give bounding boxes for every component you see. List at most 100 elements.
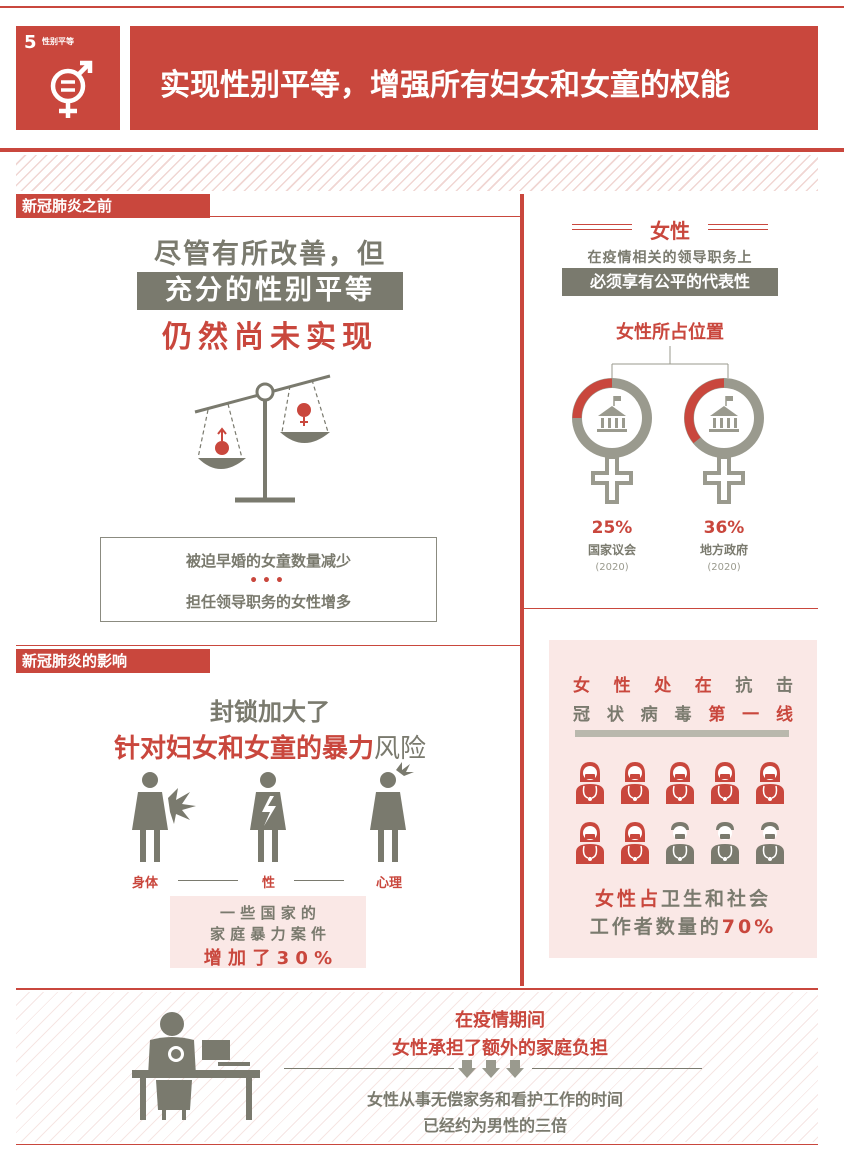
- stethoscope-end: [723, 797, 727, 801]
- impact-headline-2: 针对妇女和女童的暴力风险: [30, 728, 510, 765]
- building-column-icon: [622, 418, 625, 428]
- burden-line-2: 女性承担了额外的家庭负担: [392, 1038, 608, 1059]
- venus-share-arc: [572, 378, 613, 419]
- right-section-rule: [524, 608, 818, 609]
- worker-mask: [585, 774, 595, 779]
- stethoscope-end: [678, 797, 682, 801]
- positions-connector: [611, 346, 729, 378]
- violence-type-rule-2: [294, 880, 344, 881]
- section-rule-before: [210, 216, 520, 217]
- frontline-stat-gray: 卫生和社会: [661, 888, 772, 910]
- leadership-highlight-box: 必须享有公平的代表性: [562, 268, 778, 296]
- vertical-divider: [520, 194, 524, 986]
- male-health-worker-icon: [666, 822, 694, 864]
- title-banner: 实现性别平等，增强所有妇女和女童的权能: [130, 26, 818, 130]
- venus-cross-inner: [707, 459, 741, 500]
- burden-rule-left: [284, 1068, 454, 1069]
- impact-headline-1: 封锁加大了: [210, 698, 330, 726]
- parliament-label: 国家议会: [587, 543, 636, 557]
- stethoscope-end: [678, 857, 682, 861]
- frontline-stat-1: 女性占卫生和社会: [555, 884, 811, 911]
- note-child-marriage: 被迫早婚的女童数量减少: [185, 552, 351, 570]
- localgov-year: (2020): [707, 562, 741, 573]
- note-dots: •••: [249, 573, 288, 589]
- top-rule: [0, 6, 844, 8]
- frontline-bar: [575, 730, 789, 737]
- fl2-char-4: 毒: [674, 705, 692, 725]
- health-workers-grid: [574, 760, 794, 868]
- note-women-leaders: 担任领导职务的女性增多: [185, 593, 351, 611]
- worker-mask: [630, 774, 640, 779]
- stethoscope-end: [768, 857, 772, 861]
- fl2-char-5: 第: [708, 705, 726, 725]
- worker-mask: [765, 834, 775, 839]
- building-column-icon: [601, 418, 604, 428]
- stethoscope-end: [588, 857, 592, 861]
- stethoscope-icon: [582, 845, 598, 859]
- section-rule-impact: [16, 645, 520, 646]
- parliament-value: 25%: [591, 518, 633, 538]
- worker-mask: [720, 774, 730, 779]
- header-bottom-rule: [0, 148, 844, 152]
- worker-mask: [720, 834, 730, 839]
- venus-share-arc: [684, 378, 725, 444]
- flag-icon: [614, 396, 621, 401]
- building-column-icon: [713, 418, 716, 428]
- worker-mask: [585, 834, 595, 839]
- male-health-worker-icon: [711, 822, 739, 864]
- stethoscope-end: [723, 857, 727, 861]
- impact-headline-end: 风险: [374, 734, 427, 764]
- fl1-char-6: 击: [775, 676, 793, 696]
- frontline-line-1: 女 性 处 在 抗 击: [573, 671, 793, 696]
- female-health-worker-icon: [666, 762, 694, 804]
- parliament-year: (2020): [595, 562, 629, 573]
- fl1-char-4: 在: [694, 676, 712, 696]
- building-roof-icon: [598, 406, 626, 416]
- woman-sexual-violence-icon: [250, 772, 286, 862]
- worker-mask: [675, 834, 685, 839]
- women-title-lines-left: [572, 224, 632, 230]
- stethoscope-icon: [627, 845, 643, 859]
- fl1-char-1: 女: [573, 676, 590, 696]
- woman-physical-violence-icon: [132, 772, 196, 862]
- fl2-char-2: 状: [606, 705, 624, 725]
- burden-line-4: 已经约为男性的三倍: [422, 1116, 567, 1135]
- venus-center: [698, 392, 750, 444]
- worker-mask: [630, 834, 640, 839]
- stethoscope-end: [768, 797, 772, 801]
- violence-type-psychological: 心理: [376, 876, 403, 891]
- section-label-before: 新冠肺炎之前: [16, 194, 210, 218]
- stethoscope-icon: [717, 785, 733, 799]
- fl2-char-1: 冠: [573, 705, 590, 725]
- female-health-worker-icon: [576, 762, 604, 804]
- women-title: 女性: [650, 219, 690, 243]
- venus-cross-inner: [595, 459, 629, 500]
- frontline-stat-red: 女性占: [594, 888, 661, 910]
- women-title-lines-right: [708, 224, 768, 230]
- stethoscope-icon: [717, 845, 733, 859]
- frontline-stat-gray-2: 工作者数量的: [589, 916, 722, 938]
- building-column-icon: [615, 418, 618, 428]
- before-headline-2: 充分的性别平等: [165, 275, 375, 306]
- localgov-value: 36%: [703, 518, 745, 538]
- before-headline-3: 仍然尚未实现: [162, 320, 378, 355]
- stethoscope-end: [588, 797, 592, 801]
- building-base-icon: [709, 429, 739, 432]
- female-health-worker-icon: [756, 762, 784, 804]
- flag-icon: [726, 396, 733, 401]
- frontline-stat-2: 工作者数量的70%: [555, 912, 811, 939]
- frontline-line-2: 冠 状 病 毒 第 一 线: [573, 700, 793, 725]
- fl1-char-3: 处: [654, 676, 672, 696]
- violence-stat-3: 增 加 了 3 0 %: [203, 948, 333, 969]
- parliament-venus-gauge: [572, 378, 652, 504]
- violence-type-rule-1: [178, 880, 238, 881]
- female-health-worker-icon: [711, 762, 739, 804]
- positions-title: 女性所占位置: [616, 322, 724, 343]
- stethoscope-icon: [762, 785, 778, 799]
- hatched-band: [16, 155, 818, 191]
- local-gov-venus-gauge: [684, 378, 764, 504]
- female-health-worker-icon: [621, 762, 649, 804]
- stethoscope-icon: [582, 785, 598, 799]
- stethoscope-icon: [762, 845, 778, 859]
- before-headline-1: 尽管有所改善，但: [154, 239, 386, 270]
